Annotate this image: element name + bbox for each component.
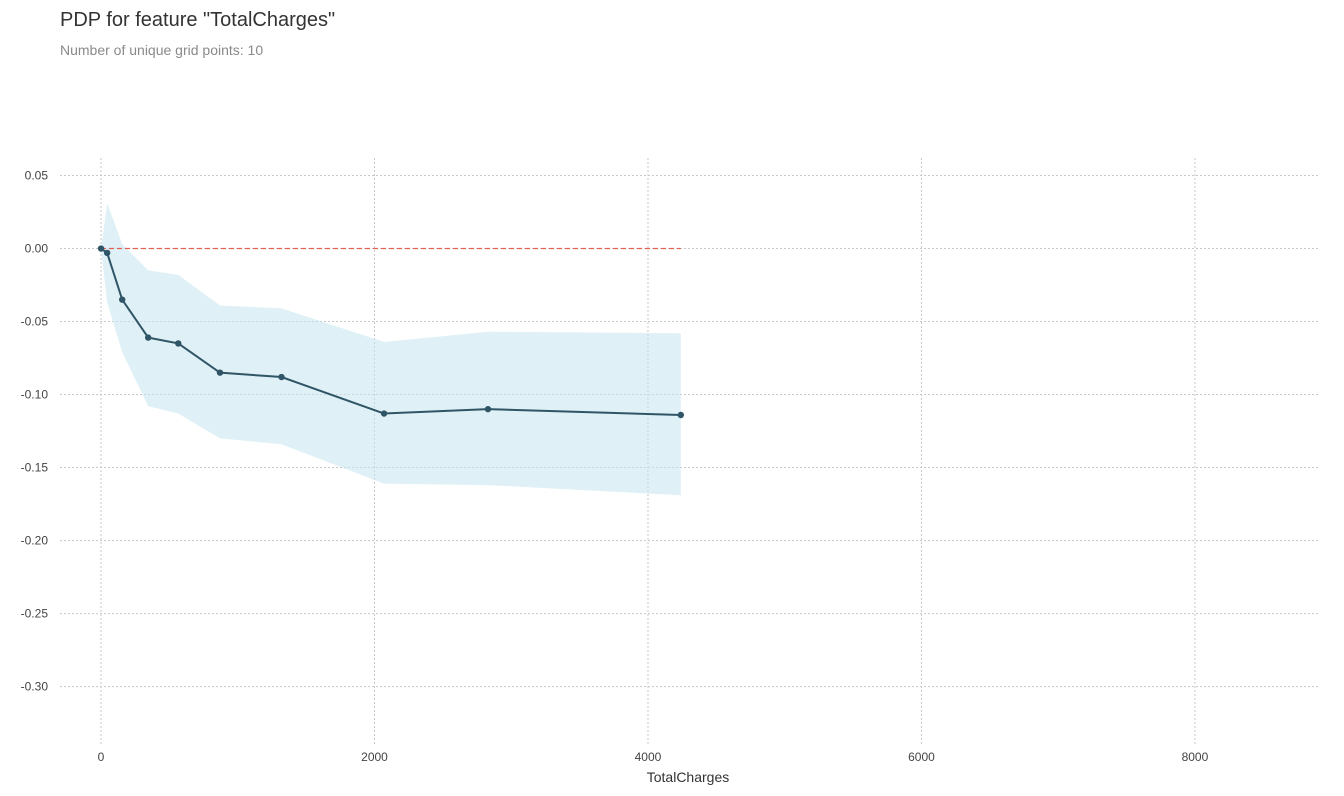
- x-axis-label: TotalCharges: [647, 769, 730, 785]
- chart-title: PDP for feature "TotalCharges": [60, 9, 336, 31]
- y-tick-label: -0.15: [21, 461, 49, 475]
- x-tick-label: 0: [98, 750, 105, 764]
- x-tick-label: 6000: [908, 750, 935, 764]
- pdp-point: [175, 340, 182, 347]
- pdp-point: [103, 249, 111, 257]
- y-tick-label: -0.25: [21, 607, 49, 621]
- y-tick-label: -0.20: [21, 534, 49, 548]
- chart-subtitle: Number of unique grid points: 10: [60, 42, 264, 58]
- grid-lines: [60, 158, 1318, 745]
- confidence-band-area: [101, 203, 681, 496]
- x-tick-label: 8000: [1182, 750, 1209, 764]
- pdp-point: [119, 296, 126, 303]
- x-tick-label: 4000: [635, 750, 662, 764]
- y-tick-label: -0.05: [21, 315, 49, 329]
- pdp-point: [484, 405, 492, 413]
- pdp-line: [100, 247, 681, 416]
- x-tick-label: 2000: [361, 750, 388, 764]
- tick-labels: 0.05 0.00 -0.05 -0.10 -0.15 -0.20 -0.25 -0.30 0 2…: [21, 169, 1209, 764]
- pdp-points: [97, 245, 684, 419]
- confidence-band: [101, 203, 681, 496]
- pdp-point: [216, 369, 224, 376]
- pdp-point: [144, 334, 152, 341]
- pdp-point: [677, 411, 684, 419]
- pdp-point: [380, 410, 388, 417]
- y-tick-label: -0.10: [21, 388, 49, 402]
- pdp-point: [278, 373, 285, 381]
- pdp-point: [97, 245, 105, 252]
- pdp-series-line: [100, 247, 681, 416]
- y-tick-label: 0.05: [25, 169, 49, 183]
- y-tick-label: -0.30: [21, 680, 49, 694]
- y-tick-label: 0.00: [25, 242, 49, 256]
